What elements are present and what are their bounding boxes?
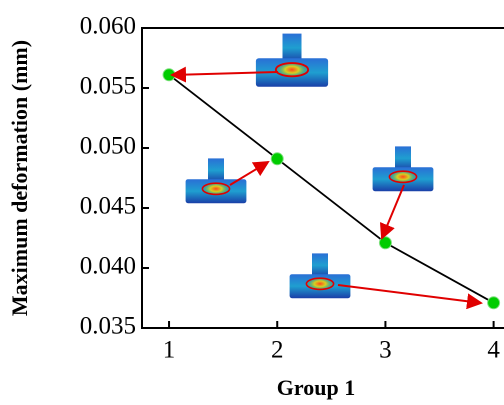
x-tick-label: 1 xyxy=(163,337,176,364)
insets xyxy=(172,34,481,303)
data-point xyxy=(488,297,500,309)
arrow xyxy=(230,162,268,185)
x-axis-title: Group 1 xyxy=(277,375,355,400)
y-axis-title: Maximum deformation (mm) xyxy=(7,40,32,316)
deformation-image xyxy=(256,34,328,87)
page: {"chart_data": {"type": "line", "xlabel"… xyxy=(0,0,504,405)
arrow xyxy=(338,285,481,303)
x-tick-label: 2 xyxy=(271,337,284,364)
data-point xyxy=(271,153,283,165)
x-tick-label: 4 xyxy=(487,337,500,364)
y-tick-label: 0.035 xyxy=(80,313,136,340)
chart: Group 1 Maximum deformation (mm) 0.035 0.… xyxy=(0,0,504,405)
y-tick-label: 0.045 xyxy=(80,193,136,220)
y-tick-label: 0.060 xyxy=(80,13,136,40)
data-point xyxy=(379,237,391,249)
x-tick-label: 3 xyxy=(379,337,392,364)
arrow xyxy=(382,185,404,238)
y-tick-label: 0.040 xyxy=(80,253,136,280)
deformation-image xyxy=(290,253,351,298)
y-tick-label: 0.050 xyxy=(80,133,136,160)
deformation-image xyxy=(373,146,434,191)
y-tick-label: 0.055 xyxy=(80,73,136,100)
